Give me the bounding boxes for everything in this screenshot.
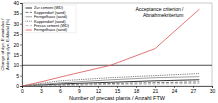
legend-label: Frecas cement (WD) xyxy=(34,24,70,28)
tick-label: 30 xyxy=(210,88,216,94)
tick: 30 xyxy=(13,21,22,27)
series-line xyxy=(22,84,199,86)
tick-label: 0 xyxy=(21,88,24,94)
tick-label: 24 xyxy=(172,88,178,94)
axis-line xyxy=(20,4,23,87)
tick-label: 20 xyxy=(13,42,19,48)
legend-swatch xyxy=(26,25,33,26)
tick: 0 xyxy=(16,83,22,89)
plot-area xyxy=(22,9,212,86)
tick: 21 xyxy=(153,86,159,94)
legend-box xyxy=(24,5,76,33)
tick-mark xyxy=(20,86,22,87)
tick-mark xyxy=(20,34,22,35)
series-line xyxy=(22,9,199,86)
tick-mark xyxy=(20,55,22,56)
tick: 40 xyxy=(13,0,22,6)
x-axis-title: Number of precast plants / Anzahl FTW xyxy=(69,95,166,101)
tick-label: 27 xyxy=(191,88,197,94)
tick-mark xyxy=(20,24,22,25)
tick: 6 xyxy=(59,86,62,94)
tick-mark xyxy=(20,76,22,77)
tick: 20 xyxy=(13,42,22,48)
tick-label: 3 xyxy=(40,88,43,94)
tick: 3 xyxy=(40,86,43,94)
series-line xyxy=(22,80,199,86)
legend-swatch xyxy=(26,21,33,22)
tick-label: 35 xyxy=(13,10,19,16)
tick: 9 xyxy=(78,86,81,94)
legend-swatch xyxy=(26,16,33,17)
series-line xyxy=(22,77,199,86)
legend-label: Kappendorf (sand) xyxy=(34,11,66,15)
tick-mark xyxy=(20,45,22,46)
tick-mark xyxy=(20,3,22,4)
annotation: Abnahmekriterium xyxy=(143,12,184,18)
legend: Zur cement (WD)Kappendorf (sand)Ferngelh… xyxy=(24,5,76,33)
legend-label: Kappendorf (sand) xyxy=(34,20,66,24)
tick-mark xyxy=(20,65,22,66)
tick: 24 xyxy=(172,86,178,94)
chart-svg: 0 3 6 9 12 15 18 21 24 27 30 0 5 10 15 20 25 30 35 40 Number… xyxy=(0,0,218,103)
tick-label: 15 xyxy=(115,88,121,94)
tick-label: 40 xyxy=(13,0,19,6)
tick: 30 xyxy=(210,86,216,94)
tick-mark xyxy=(20,13,22,14)
tick-label: 21 xyxy=(153,88,159,94)
tick: 27 xyxy=(191,86,197,94)
tick-label: 12 xyxy=(96,88,102,94)
tick-label: 6 xyxy=(59,88,62,94)
tick-label: 30 xyxy=(13,21,19,27)
tick: 18 xyxy=(134,86,140,94)
tick-label: 5 xyxy=(16,73,19,79)
tick-label: 18 xyxy=(134,88,140,94)
tick-label: 10 xyxy=(13,62,19,68)
tick: 35 xyxy=(13,10,22,16)
criterion-line xyxy=(22,65,212,66)
tick: 0 xyxy=(21,86,24,94)
legend-swatch xyxy=(26,8,33,9)
tick-label: 15 xyxy=(13,52,19,58)
tick-label: 9 xyxy=(78,88,81,94)
legend-label: Ferngelhaus (sand) xyxy=(34,28,68,32)
tick: 12 xyxy=(96,86,102,94)
y-axis: 0 5 10 15 20 25 30 35 40 xyxy=(13,0,22,89)
legend-swatch xyxy=(26,30,33,31)
tick-label: 0 xyxy=(16,83,19,89)
tick: 15 xyxy=(115,86,121,94)
plot-frame xyxy=(22,3,212,86)
legend-label: Ferngelhaus (sand) xyxy=(34,15,68,19)
legend-swatch xyxy=(26,12,33,13)
tick-label: 25 xyxy=(13,31,19,37)
tick: 15 xyxy=(13,52,22,58)
tick: 25 xyxy=(13,31,22,37)
legend-label: Zur cement (WD) xyxy=(34,6,64,10)
y-axis-title: Änderung dyn. E-Modul [%] xyxy=(5,19,10,70)
x-axis: 0 3 6 9 12 15 18 21 24 27 30 xyxy=(21,86,215,94)
tick: 10 xyxy=(13,62,22,68)
chart-container: 0 3 6 9 12 15 18 21 24 27 30 0 5 10 15 20 25 30 35 40 Number… xyxy=(0,0,218,103)
tick: 5 xyxy=(16,73,22,79)
